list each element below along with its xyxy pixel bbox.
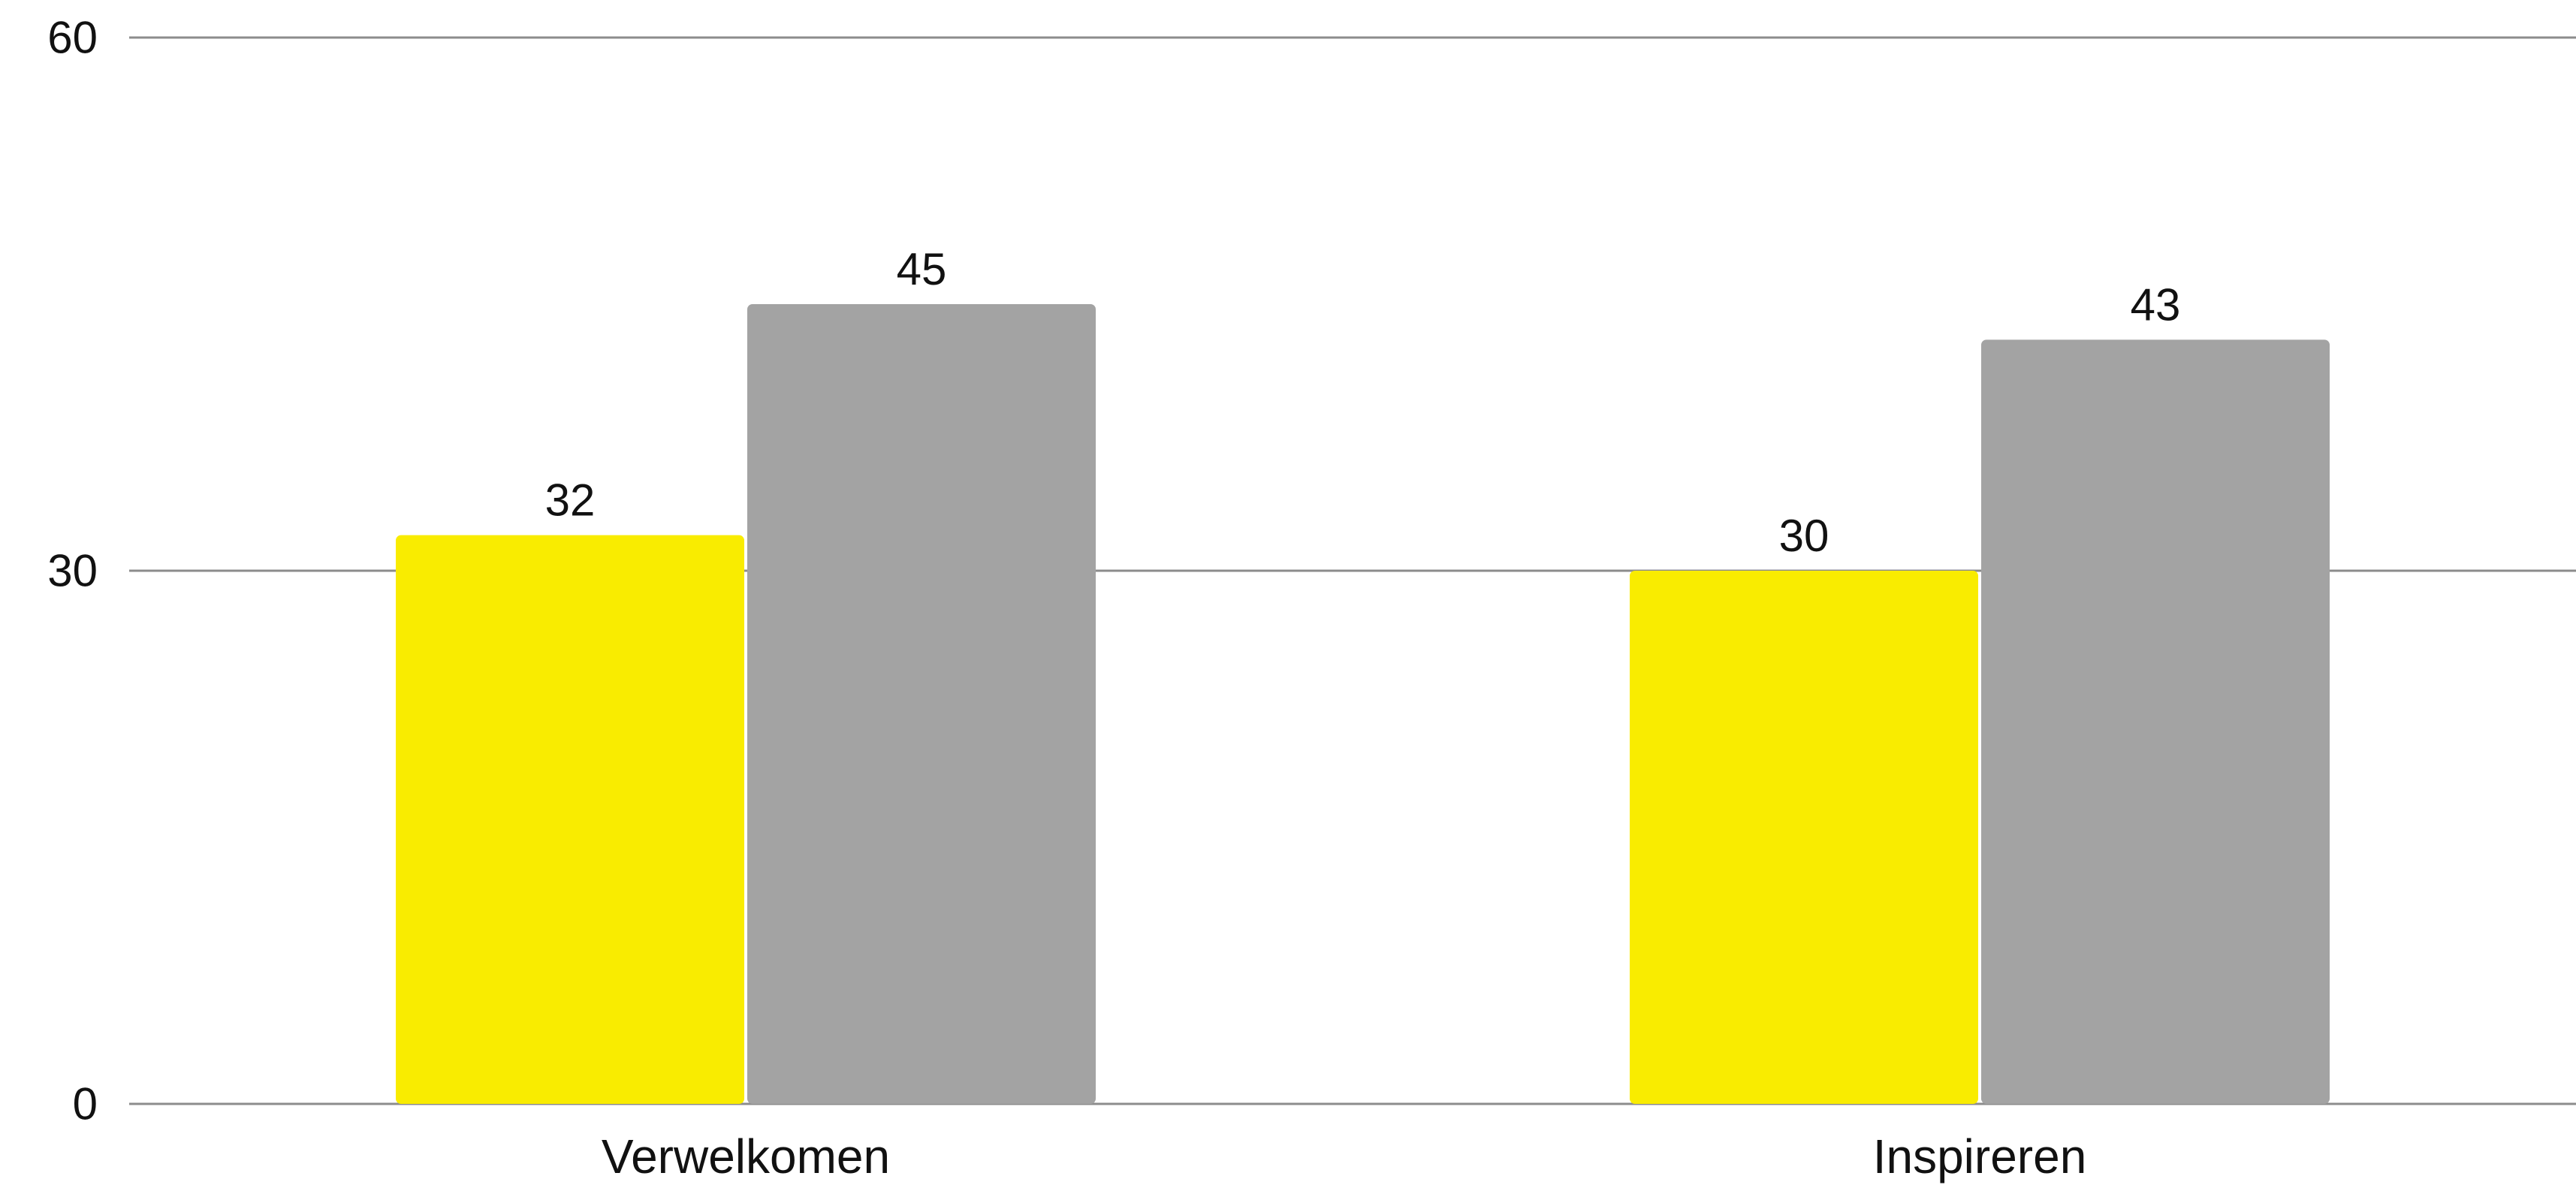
y-tick-label: 0 bbox=[73, 1079, 98, 1129]
y-axis-tick-labels: 0 30 60 bbox=[47, 13, 98, 1129]
data-label: 45 bbox=[897, 244, 947, 294]
data-label: 32 bbox=[545, 475, 596, 526]
y-tick-label: 60 bbox=[47, 13, 98, 63]
category-label-verwelkomen: Verwelkomen bbox=[602, 1129, 890, 1183]
data-label: 43 bbox=[2131, 279, 2181, 330]
bars bbox=[396, 304, 2330, 1104]
bar-verwelkomen-series-1 bbox=[396, 535, 744, 1104]
bar-inspireren-series-1 bbox=[1630, 571, 1978, 1104]
y-tick-label: 30 bbox=[47, 546, 98, 596]
x-axis-category-labels: Verwelkomen Inspireren bbox=[602, 1129, 2086, 1183]
bar-verwelkomen-series-2 bbox=[747, 304, 1096, 1104]
bar-inspireren-series-2 bbox=[1981, 339, 2330, 1104]
category-label-inspireren: Inspireren bbox=[1873, 1129, 2087, 1183]
data-labels: 32 45 30 43 bbox=[545, 244, 2181, 561]
data-label: 30 bbox=[1779, 511, 1829, 561]
